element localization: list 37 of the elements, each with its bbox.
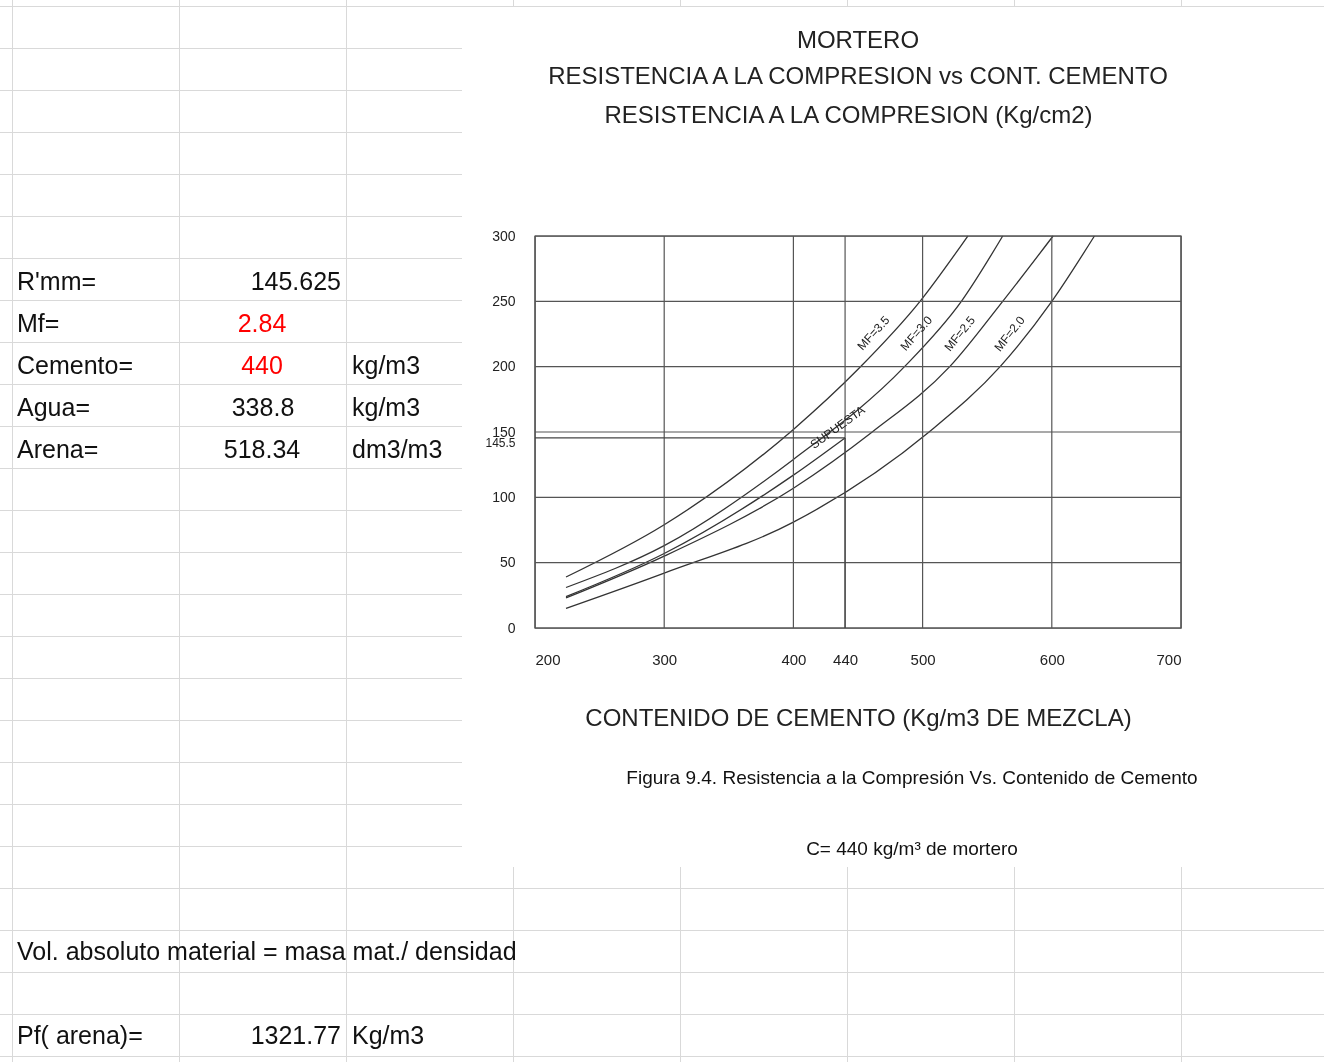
- x-tick-label: 600: [1039, 650, 1065, 668]
- chart-subtitle: RESISTENCIA A LA COMPRESION vs CONT. CEMENTO: [548, 62, 1168, 89]
- y-tick-label: 100: [492, 488, 516, 505]
- text: dm3/m3: [352, 434, 443, 464]
- text: Mf=: [17, 308, 60, 338]
- text: 1321.77: [250, 1020, 341, 1050]
- text: Pf( arena)=: [17, 1020, 143, 1050]
- text: 440: [241, 350, 283, 380]
- text: kg/m3: [352, 350, 421, 380]
- x-axis-title: CONTENIDO DE CEMENTO (Kg/m3 DE MEZCLA): [585, 703, 1132, 731]
- text: kg/m3: [352, 392, 421, 422]
- text: Cemento=: [17, 350, 134, 380]
- text: 338.8: [231, 392, 295, 422]
- text: 145.625: [250, 266, 341, 296]
- text: Figura 9.4. Resistencia a la Compresión Vs. Contenido de Cemento: [626, 766, 1198, 790]
- y-tick-label: 300: [492, 227, 516, 244]
- y-axis-title: RESISTENCIA A LA COMPRESION (Kg/cm2): [604, 100, 1093, 128]
- x-tick-label: 300: [652, 650, 678, 668]
- text: Arena=: [17, 434, 99, 464]
- x-tick-label: 440: [833, 650, 859, 668]
- x-tick-label: 700: [1156, 650, 1182, 668]
- chart-title: MORTERO: [796, 26, 920, 53]
- x-tick-label: 400: [781, 650, 807, 668]
- text: 518.34: [223, 434, 301, 464]
- y-tick-label: 200: [492, 358, 516, 375]
- text: C= 440 kg/m³ de mortero: [806, 837, 1018, 861]
- y-tick-label: 50: [499, 554, 516, 571]
- text: R'mm=: [17, 266, 97, 296]
- text: Vol. absoluto material = masa mat./ densidad: [17, 936, 517, 966]
- text: 2.84: [237, 308, 287, 338]
- text: Agua=: [17, 392, 90, 422]
- y-tick-label: 250: [492, 292, 516, 309]
- x-tick-label: 200: [535, 650, 561, 668]
- text: Kg/m3: [352, 1020, 425, 1050]
- y-tick-label: 0: [507, 619, 516, 636]
- y-tick-label: 145.5: [485, 436, 516, 451]
- x-tick-label: 500: [910, 650, 936, 668]
